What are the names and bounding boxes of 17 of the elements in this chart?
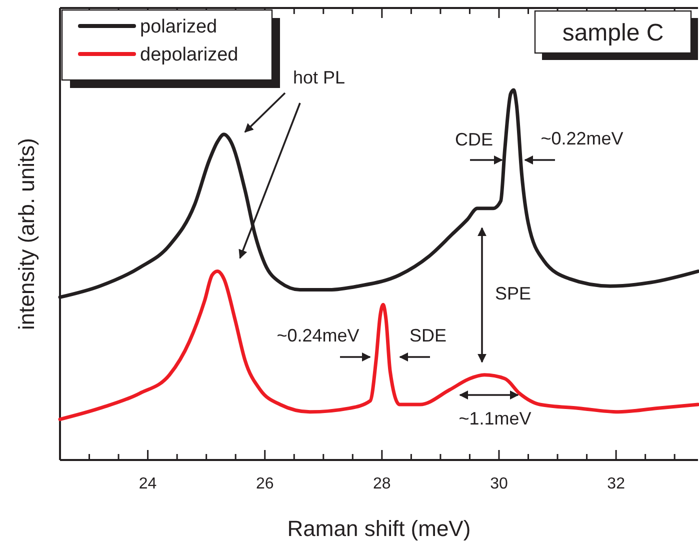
x-tick-label: 24 (138, 476, 157, 493)
x-axis-title: Raman shift (meV) (287, 516, 471, 541)
x-tick-label: 30 (490, 476, 508, 493)
text: hot PL (292, 67, 346, 88)
y-axis-title: intensity (arb. units) (14, 138, 39, 330)
annotation: ~1.1meV (458, 408, 532, 428)
annotation: ~0.22meV (540, 128, 624, 148)
annotation: SDE (409, 325, 447, 346)
chart-title: sample C (562, 19, 664, 46)
legend-label: depolarized (140, 44, 238, 66)
x-tick-label: 32 (607, 476, 626, 493)
x-tick-label: 28 (373, 476, 391, 493)
x-tick-label: 26 (256, 476, 274, 493)
annotation: ~0.24meV (276, 325, 360, 346)
annotation: SPE (494, 283, 532, 304)
annotation: CDE (454, 129, 494, 150)
legend-label: polarized (140, 16, 218, 38)
